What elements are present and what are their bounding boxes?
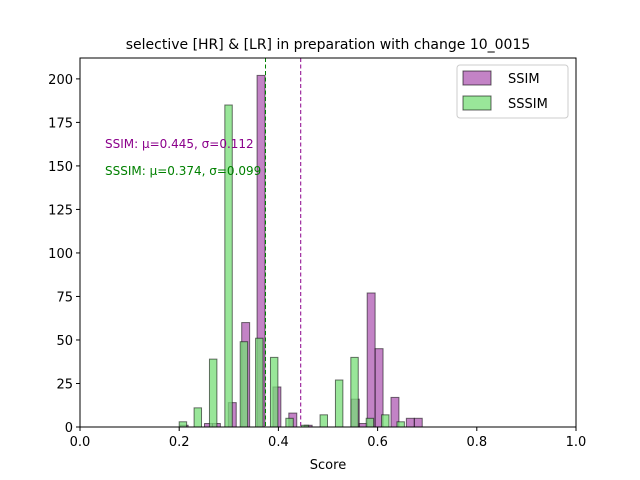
bar-sssim-14: [396, 421, 405, 428]
y-axis-ticks: 0 25 50 75 100 125 150 175 200: [48, 73, 80, 436]
y-tick-label: 0: [65, 421, 73, 436]
y-tick-label: 25: [56, 377, 73, 392]
chart-title: selective [HR] & [LR] in preparation wit…: [126, 37, 531, 53]
bar-sssim-10: [334, 379, 344, 428]
bar-sssim-4: [239, 341, 249, 428]
bar-ssim-11: [366, 292, 376, 428]
bar-sssim-12: [365, 417, 375, 428]
y-tick-label: 175: [48, 116, 73, 131]
bar-ssim-15: [413, 417, 423, 428]
x-axis-ticks: 0.0 0.2 0.4 0.6 0.8 1.0: [70, 427, 587, 450]
bar-sssim-0: [178, 421, 188, 428]
histogram-bars: [178, 74, 423, 428]
y-tick-label: 100: [48, 247, 73, 262]
bar-sssim-3: [224, 104, 233, 428]
bar-sssim-2: [208, 358, 218, 428]
bar-sssim-9: [319, 414, 328, 428]
x-tick-label: 0.6: [367, 435, 388, 450]
plot-area-frame: [79, 57, 577, 428]
legend-label-sssim: SSSIM: [508, 97, 548, 112]
x-tick-label: 1.0: [566, 435, 587, 450]
bar-sssim-1: [193, 407, 203, 428]
bar-sssim-5: [255, 337, 264, 428]
legend: SSIM SSSIM: [456, 64, 569, 119]
legend-swatch-sssim: [462, 95, 492, 111]
legend-label-ssim: SSIM: [508, 72, 540, 87]
bar-sssim-7: [285, 417, 294, 428]
y-tick-label: 50: [56, 334, 73, 349]
y-tick-label: 150: [48, 160, 73, 175]
x-tick-label: 0.2: [169, 435, 190, 450]
bar-sssim-13: [381, 414, 390, 428]
mean-lines: [265, 58, 302, 427]
x-axis-title: Score: [310, 458, 346, 473]
y-tick-label: 200: [48, 73, 73, 88]
bar-sssim-6: [269, 356, 279, 428]
x-tick-label: 0.8: [466, 435, 487, 450]
y-tick-label: 75: [56, 290, 73, 305]
legend-swatch-ssim: [462, 70, 492, 86]
sssim-stats-annotation: SSSIM: μ=0.374, σ=0.099: [105, 164, 261, 178]
x-tick-label: 0.0: [70, 435, 91, 450]
x-tick-label: 0.4: [268, 435, 289, 450]
y-tick-label: 125: [48, 203, 73, 218]
ssim-stats-annotation: SSIM: μ=0.445, σ=0.112: [105, 137, 254, 151]
bar-ssim-14: [405, 417, 415, 428]
bar-sssim-11: [350, 356, 359, 428]
